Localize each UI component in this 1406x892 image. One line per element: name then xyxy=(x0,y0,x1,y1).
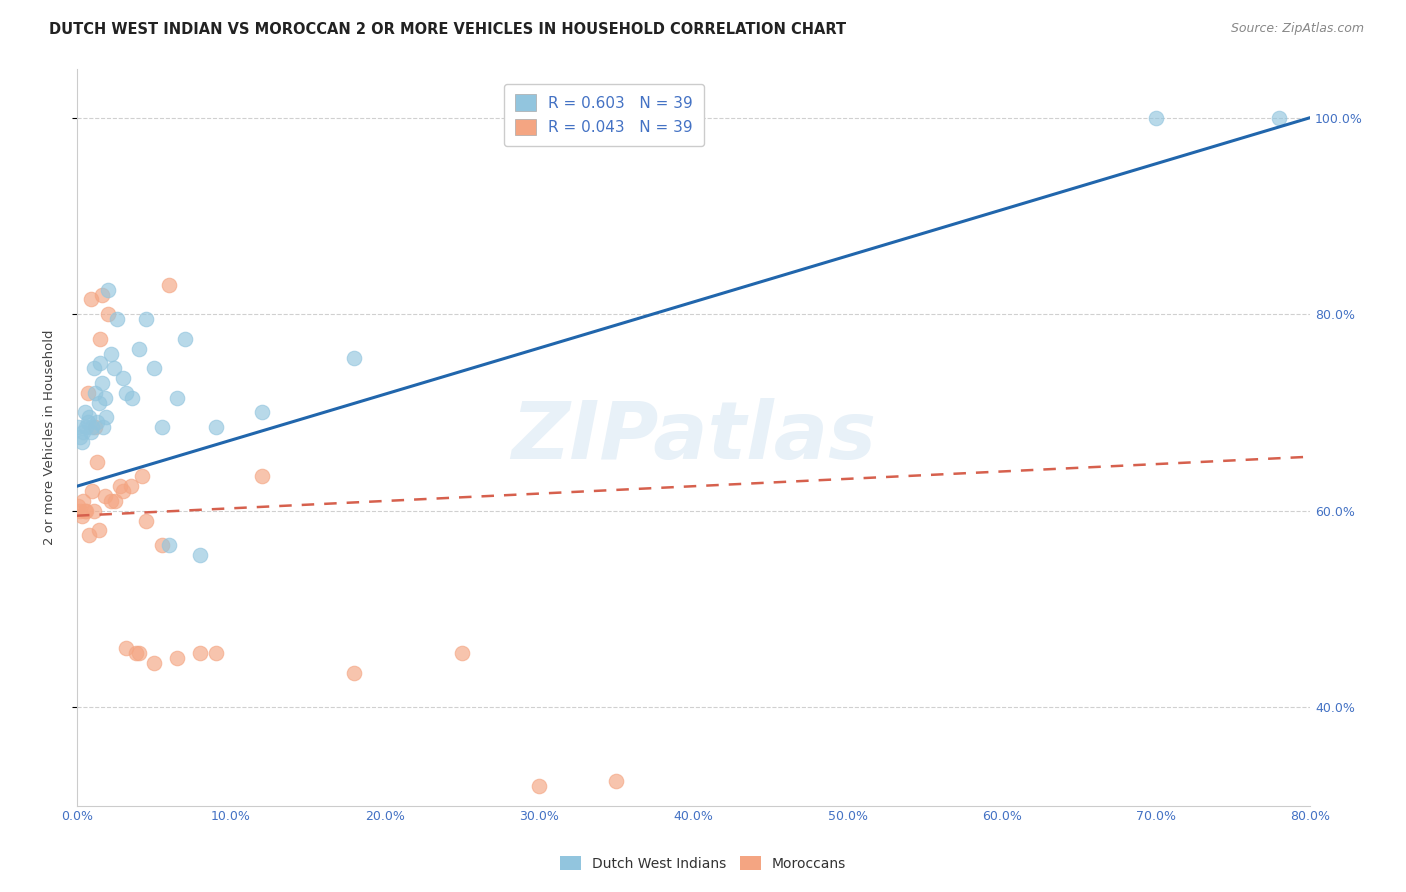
Point xyxy=(120,479,142,493)
Point xyxy=(128,646,150,660)
Point xyxy=(112,371,135,385)
Point xyxy=(143,656,166,670)
Point xyxy=(105,312,128,326)
Point xyxy=(72,425,94,439)
Point xyxy=(166,391,188,405)
Point xyxy=(1144,111,1167,125)
Point xyxy=(108,479,131,493)
Y-axis label: 2 or more Vehicles in Household: 2 or more Vehicles in Household xyxy=(44,329,56,545)
Point xyxy=(82,484,104,499)
Point xyxy=(143,361,166,376)
Text: DUTCH WEST INDIAN VS MOROCCAN 2 OR MORE VEHICLES IN HOUSEHOLD CORRELATION CHART: DUTCH WEST INDIAN VS MOROCCAN 2 OR MORE … xyxy=(49,22,846,37)
Point xyxy=(76,415,98,429)
Point xyxy=(79,528,101,542)
Point xyxy=(87,524,110,538)
Point xyxy=(82,420,104,434)
Point xyxy=(86,415,108,429)
Point xyxy=(115,385,138,400)
Point xyxy=(150,538,173,552)
Point xyxy=(100,346,122,360)
Point xyxy=(451,646,474,660)
Point xyxy=(124,646,146,660)
Legend: Dutch West Indians, Moroccans: Dutch West Indians, Moroccans xyxy=(554,850,852,876)
Point xyxy=(188,548,211,562)
Point xyxy=(100,494,122,508)
Point xyxy=(250,469,273,483)
Point xyxy=(605,774,627,789)
Point xyxy=(250,405,273,419)
Point xyxy=(75,420,97,434)
Point xyxy=(204,646,226,660)
Point xyxy=(343,665,366,680)
Point xyxy=(1268,111,1291,125)
Point xyxy=(73,504,96,518)
Point xyxy=(121,391,143,405)
Point xyxy=(529,779,551,793)
Point xyxy=(70,434,93,449)
Point xyxy=(112,484,135,499)
Point xyxy=(90,376,112,390)
Point xyxy=(67,420,90,434)
Point xyxy=(93,489,115,503)
Text: Source: ZipAtlas.com: Source: ZipAtlas.com xyxy=(1230,22,1364,36)
Point xyxy=(73,405,96,419)
Point xyxy=(131,469,153,483)
Text: ZIPatlas: ZIPatlas xyxy=(510,398,876,476)
Point xyxy=(90,287,112,301)
Point xyxy=(159,538,181,552)
Point xyxy=(96,410,118,425)
Point xyxy=(128,342,150,356)
Point xyxy=(166,651,188,665)
Point xyxy=(97,283,120,297)
Point xyxy=(343,351,366,366)
Point xyxy=(80,293,103,307)
Point xyxy=(67,499,90,513)
Point xyxy=(69,504,91,518)
Point xyxy=(188,646,211,660)
Point xyxy=(103,361,125,376)
Point xyxy=(159,277,181,292)
Point xyxy=(204,420,226,434)
Point xyxy=(115,641,138,656)
Point xyxy=(83,361,105,376)
Point xyxy=(69,430,91,444)
Legend: R = 0.603   N = 39, R = 0.043   N = 39: R = 0.603 N = 39, R = 0.043 N = 39 xyxy=(503,84,703,146)
Point xyxy=(79,410,101,425)
Point xyxy=(80,425,103,439)
Point xyxy=(75,504,97,518)
Point xyxy=(104,494,127,508)
Point xyxy=(70,508,93,523)
Point xyxy=(86,455,108,469)
Point xyxy=(135,312,157,326)
Point xyxy=(84,385,107,400)
Point xyxy=(83,504,105,518)
Point xyxy=(93,391,115,405)
Point xyxy=(89,356,111,370)
Point xyxy=(91,420,114,434)
Point xyxy=(173,332,195,346)
Point xyxy=(135,514,157,528)
Point xyxy=(97,307,120,321)
Point xyxy=(89,332,111,346)
Point xyxy=(87,395,110,409)
Point xyxy=(76,385,98,400)
Point xyxy=(150,420,173,434)
Point xyxy=(72,494,94,508)
Point xyxy=(84,420,107,434)
